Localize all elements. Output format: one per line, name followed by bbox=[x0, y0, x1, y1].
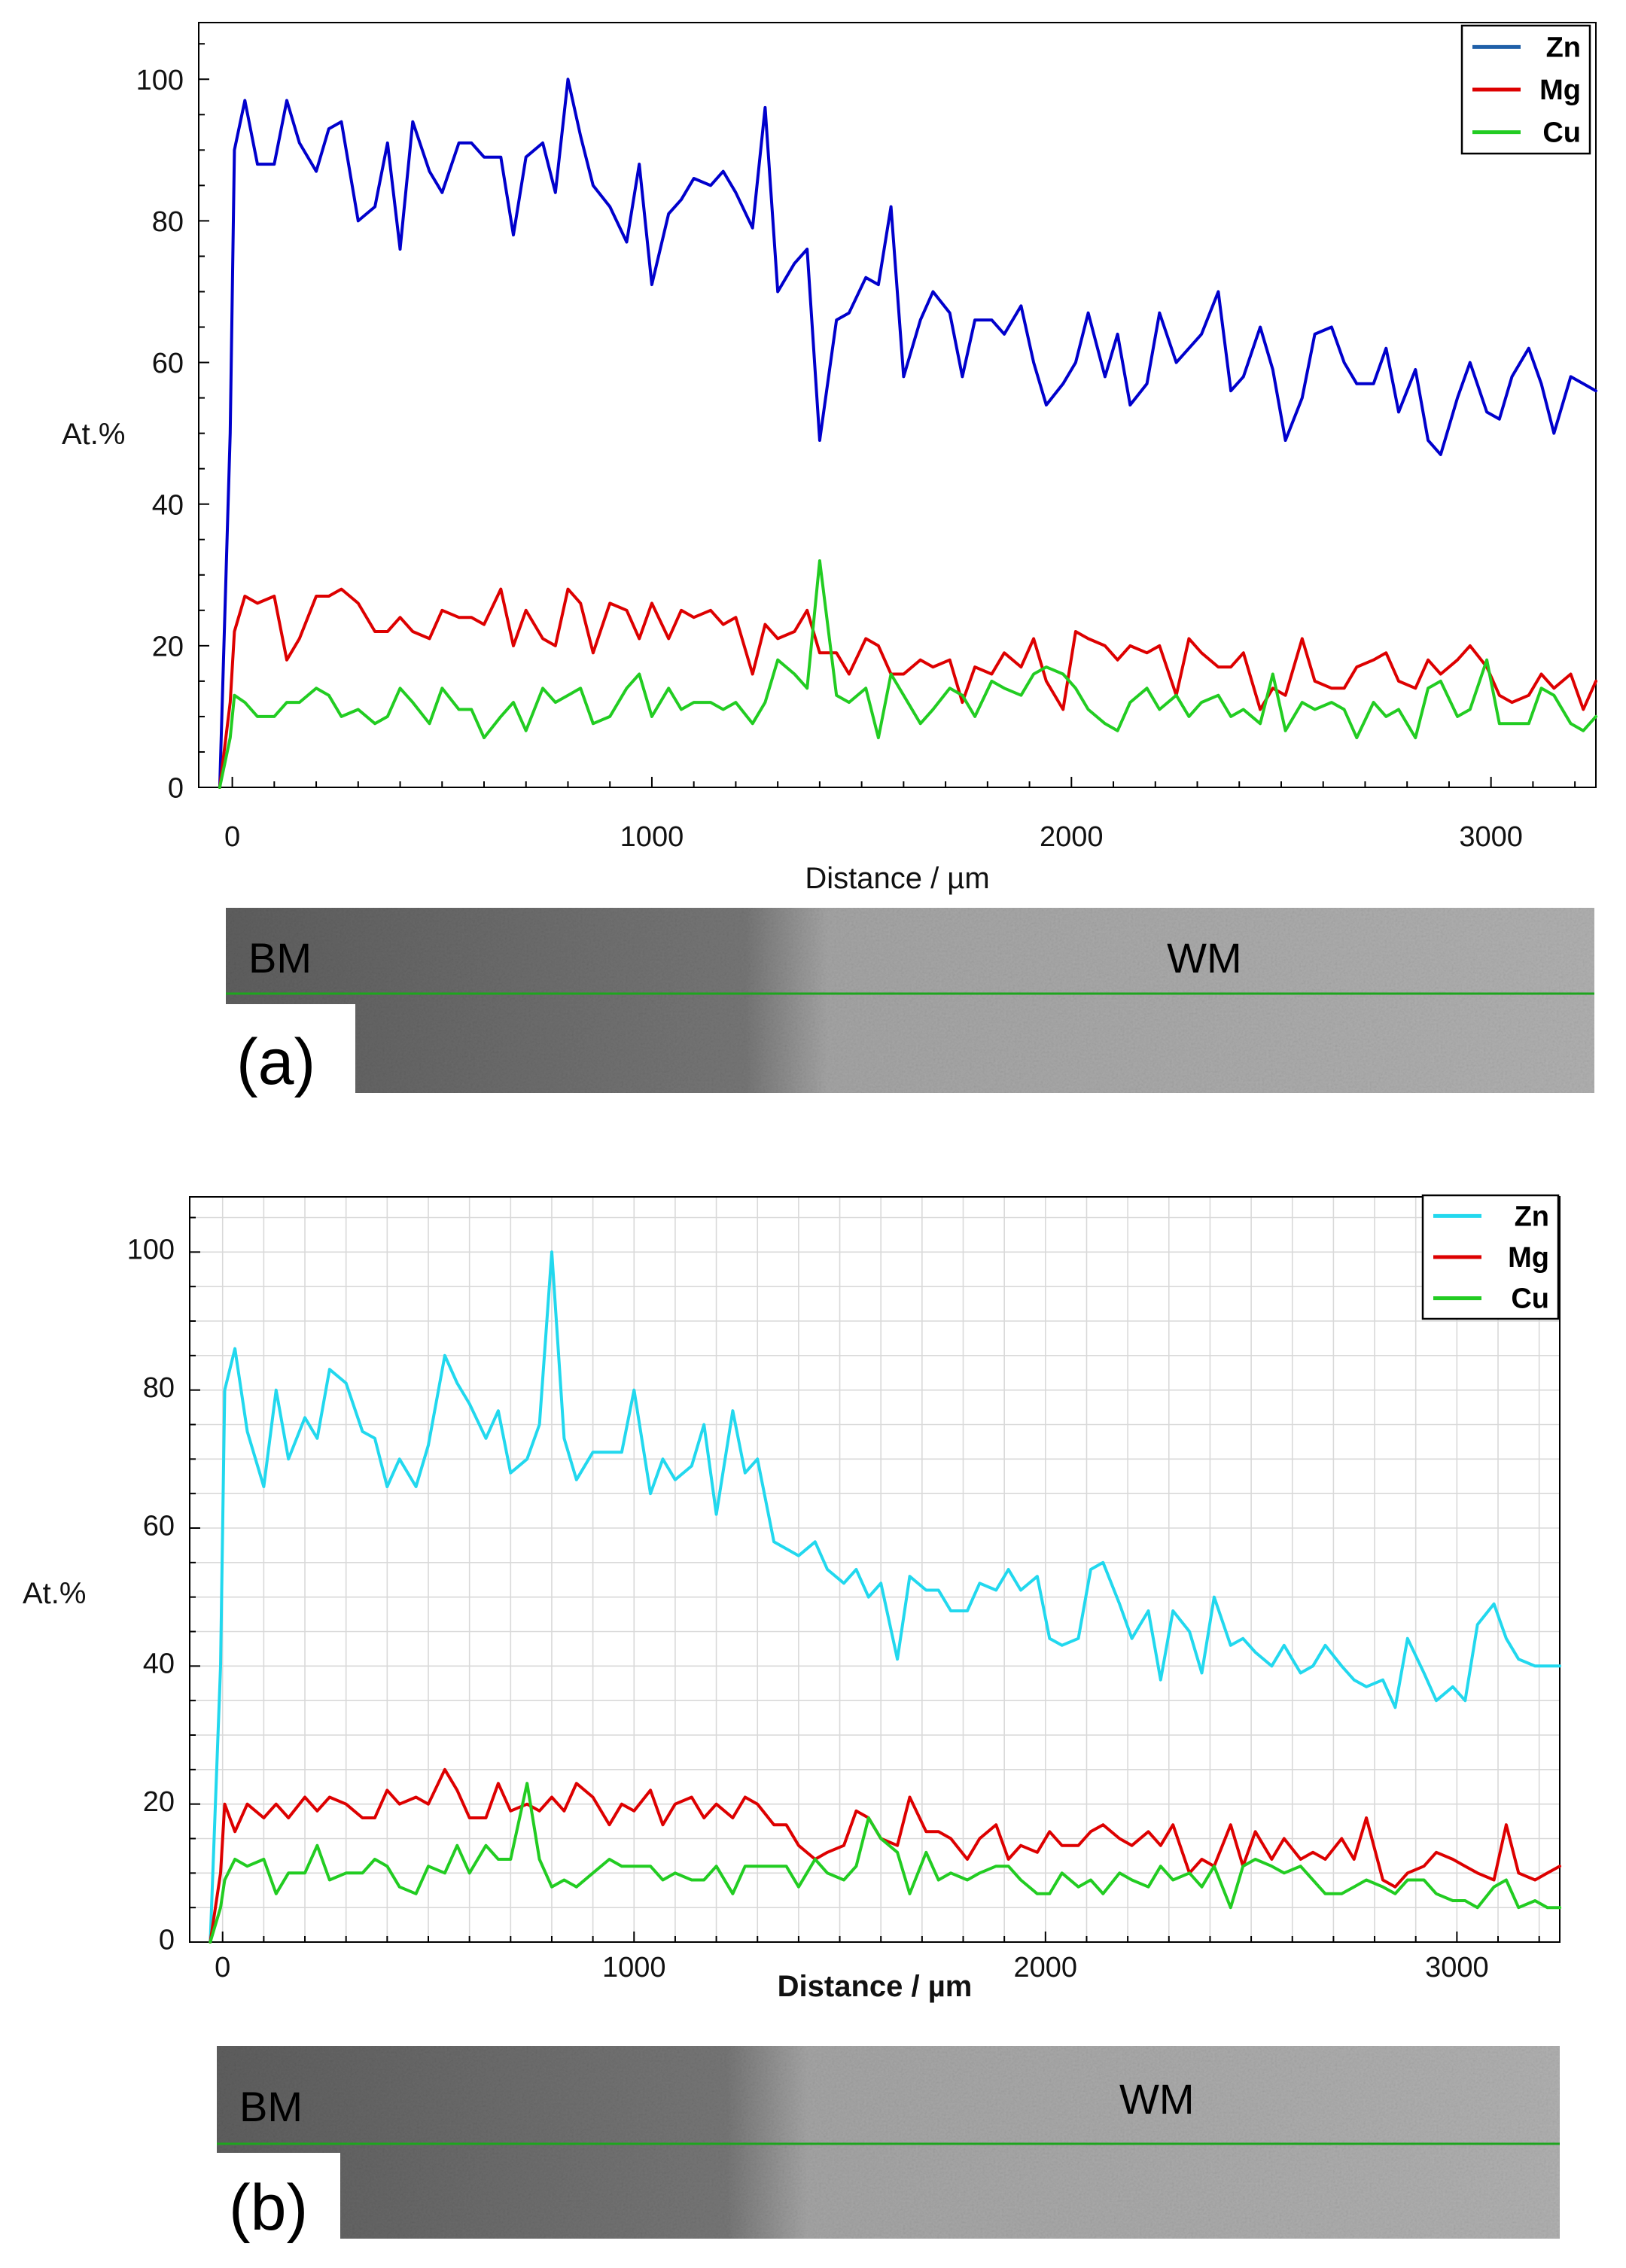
micrograph-strip: BM WM (a) bbox=[223, 908, 1594, 1098]
series-line-cu bbox=[218, 559, 1597, 789]
y-tick-label: 100 bbox=[127, 1234, 175, 1266]
y-tick-label: 80 bbox=[143, 1372, 175, 1404]
series-line-zn bbox=[218, 78, 1597, 789]
x-tick-label: 3000 bbox=[1459, 821, 1523, 853]
x-axis-title: Distance / µm bbox=[805, 862, 989, 895]
legend: Zn Mg Cu bbox=[1460, 24, 1591, 155]
micrograph-label-wm: WM bbox=[1167, 934, 1242, 982]
legend-label-zn: Zn bbox=[1546, 32, 1581, 63]
legend-label-zn: Zn bbox=[1515, 1201, 1549, 1232]
x-tick-label: 1000 bbox=[620, 821, 684, 853]
x-tick-label: 1000 bbox=[602, 1952, 666, 1983]
y-tick-label: 0 bbox=[159, 1924, 175, 1956]
legend-label-mg: Mg bbox=[1539, 75, 1581, 106]
series-line-mg bbox=[218, 587, 1597, 789]
grid-lines bbox=[190, 1197, 1560, 1942]
x-tick-label: 0 bbox=[224, 821, 240, 853]
panel-label: (b) bbox=[229, 2172, 308, 2244]
y-tick-label: 40 bbox=[143, 1648, 175, 1680]
plot-area bbox=[199, 23, 1596, 787]
micrograph-label-bm: BM bbox=[239, 2083, 303, 2130]
x-tick-label: 3000 bbox=[1425, 1952, 1489, 1983]
y-tick-label: 20 bbox=[143, 1786, 175, 1818]
y-tick-label: 0 bbox=[168, 773, 184, 805]
panel-label: (a) bbox=[236, 1026, 315, 1098]
panel-label-box bbox=[215, 2153, 340, 2240]
plot-frame bbox=[198, 22, 1597, 788]
y-tick-label: 60 bbox=[152, 348, 184, 379]
micrograph-label-bm: BM bbox=[248, 934, 312, 982]
x-tick-label: 2000 bbox=[1040, 821, 1104, 853]
series-line-zn bbox=[209, 1250, 1561, 1944]
panel-label-box bbox=[223, 1004, 355, 1096]
y-tick-label: 80 bbox=[152, 206, 184, 238]
legend-label-cu: Cu bbox=[1511, 1283, 1549, 1315]
y-tick-label: 60 bbox=[143, 1510, 175, 1542]
micrograph-label-wm: WM bbox=[1119, 2075, 1195, 2123]
micrograph-strip: BM WM (b) bbox=[215, 2046, 1560, 2244]
legend-label-cu: Cu bbox=[1542, 117, 1581, 149]
y-axis-title: At.% bbox=[62, 418, 125, 451]
x-axis-title: Distance / µm bbox=[778, 1970, 973, 2003]
x-tick-label: 0 bbox=[215, 1952, 230, 1983]
y-tick-label: 20 bbox=[152, 632, 184, 663]
minor-ticks bbox=[199, 43, 1576, 787]
y-tick-label: 40 bbox=[152, 489, 184, 521]
micrograph-image bbox=[217, 2046, 1560, 2239]
legend-label-mg: Mg bbox=[1508, 1242, 1549, 1274]
legend: Zn Mg Cu bbox=[1421, 1194, 1560, 1320]
micrograph-image bbox=[226, 908, 1594, 1093]
minor-ticks bbox=[190, 1216, 1540, 1942]
y-axis-title: At.% bbox=[23, 1577, 86, 1610]
plot-frame bbox=[189, 1196, 1561, 1943]
x-tick-label: 2000 bbox=[1014, 1952, 1078, 1983]
y-tick-label: 100 bbox=[136, 65, 184, 96]
series-line-cu bbox=[209, 1782, 1561, 1944]
